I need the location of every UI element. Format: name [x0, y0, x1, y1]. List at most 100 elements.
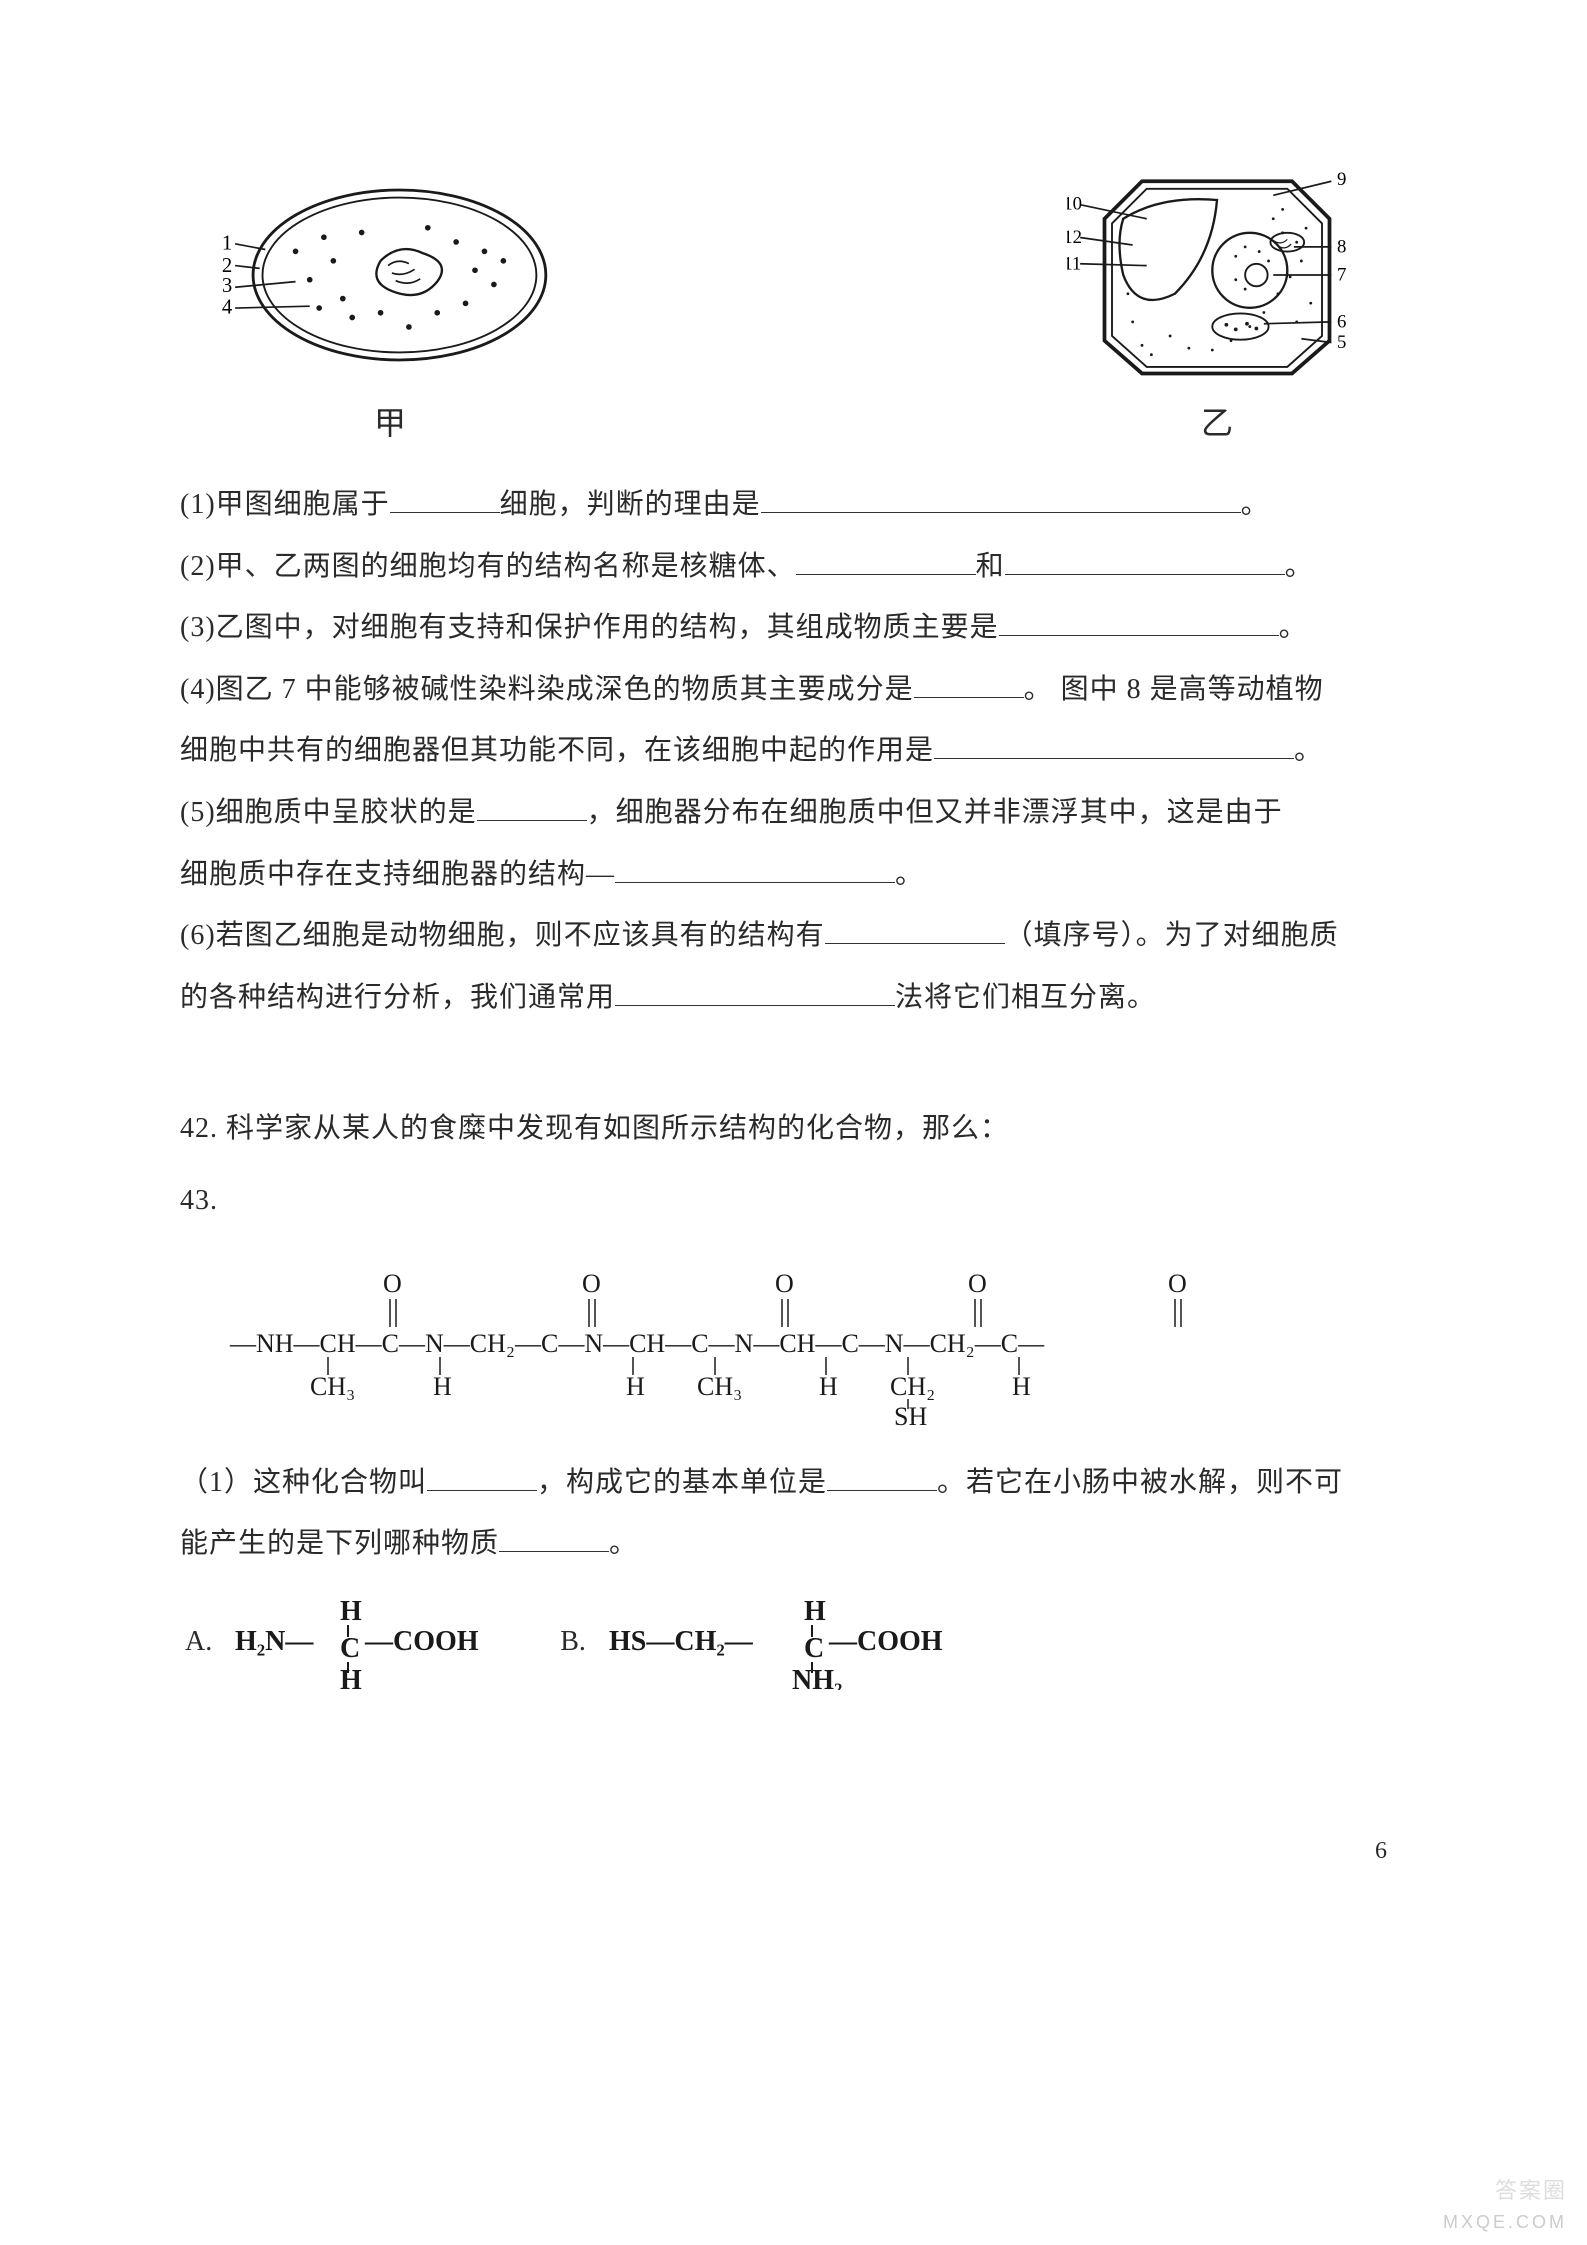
blank: [615, 975, 895, 1006]
blank: [827, 1460, 937, 1491]
blank: [1005, 544, 1285, 575]
blank: [999, 605, 1279, 636]
svg-text:C: C: [340, 1633, 360, 1664]
q4-l2: 细胞中共有的细胞器但其功能不同，在该细胞中起的作用是。: [180, 720, 1407, 782]
svg-text:—COOH: —COOH: [364, 1626, 479, 1657]
blank: [934, 729, 1294, 760]
blank: [615, 852, 895, 883]
q42-1d: 能产生的是下列哪种物质: [180, 1528, 499, 1559]
svg-text:CH₃: CH₃: [697, 1372, 742, 1401]
svg-text:5: 5: [1337, 332, 1346, 353]
q6-l2: 的各种结构进行分析，我们通常用 法将它们相互分离。: [180, 967, 1407, 1029]
q2: (2)甲、乙两图的细胞均有的结构名称是核糖体、和。: [180, 536, 1407, 598]
blank: [914, 667, 1024, 698]
blank: [427, 1460, 537, 1491]
svg-text:—COOH: —COOH: [828, 1626, 943, 1657]
svg-text:4: 4: [222, 296, 233, 319]
q1-part2: 细胞，判断的理由是: [500, 489, 761, 520]
svg-text:O: O: [968, 1269, 987, 1298]
q3: (3)乙图中，对细胞有支持和保护作用的结构，其组成物质主要是。: [180, 597, 1407, 659]
svg-text:H: H: [340, 1596, 362, 1627]
options-row: A. H₂N— H C H —COOH B. HS—CH₂— H: [185, 1595, 1407, 1690]
svg-text:O: O: [582, 1269, 601, 1298]
svg-text:H: H: [804, 1596, 826, 1627]
cell-jia-box: 1 2 3 4 甲: [220, 160, 560, 444]
q42-1c: 。若它在小肠中被水解，则不可: [937, 1467, 1343, 1498]
svg-text:3: 3: [222, 274, 232, 297]
q4-l2a: 细胞中共有的细胞器但其功能不同，在该细胞中起的作用是: [180, 735, 934, 766]
svg-text:H: H: [433, 1372, 452, 1401]
svg-text:1: 1: [222, 232, 232, 255]
q4-l1a: (4)图乙 7 中能够被碱性染料染成深色的物质其主要成分是: [180, 674, 914, 705]
svg-text:NH₂: NH₂: [792, 1665, 842, 1690]
peptide-diagram: —NH—CH—C—N—CH₂—C—N—CH—C—N—CH—C—N—CH₂—C— …: [220, 1257, 1300, 1427]
q42-1b: ，构成它的基本单位是: [537, 1467, 827, 1498]
cell-yi-svg: 10 12 11 9 8 7 6 5: [1067, 160, 1367, 390]
svg-text:11: 11: [1067, 253, 1081, 274]
svg-text:H: H: [340, 1665, 362, 1690]
q6-l1: (6)若图乙细胞是动物细胞，则不应该具有的结构有 （填序号）。为了对细胞质: [180, 905, 1407, 967]
page-number: 6: [1375, 1838, 1387, 1865]
opt-b-label: B.: [560, 1626, 586, 1658]
svg-text:H₂N—: H₂N—: [235, 1626, 314, 1657]
svg-text:C: C: [804, 1633, 824, 1664]
q5-l1: (5)细胞质中呈胶状的是 ，细胞器分布在细胞质中但又并非漂浮其中，这是由于: [180, 782, 1407, 844]
q3-text: (3)乙图中，对细胞有支持和保护作用的结构，其组成物质主要是: [180, 612, 999, 643]
svg-text:H: H: [626, 1372, 645, 1401]
q42: 42. 科学家从某人的食糜中发现有如图所示结构的化合物，那么：: [180, 1098, 1407, 1160]
opt-a-label: A.: [185, 1626, 212, 1658]
option-a: A. H₂N— H C H —COOH: [185, 1595, 510, 1690]
q6-l1a: (6)若图乙细胞是动物细胞，则不应该具有的结构有: [180, 920, 825, 951]
q5-l2a: 细胞质中存在支持细胞器的结构—: [180, 859, 615, 890]
option-b-formula: HS—CH₂— H C NH₂ —COOH: [604, 1595, 984, 1690]
q43: 43.: [180, 1170, 1407, 1232]
svg-text:12: 12: [1067, 227, 1082, 248]
option-a-formula: H₂N— H C H —COOH: [230, 1595, 510, 1690]
q5-l1b: ，细胞器分布在细胞质中但又并非漂浮其中，这是由于: [587, 797, 1283, 828]
svg-text:CH₂: CH₂: [890, 1372, 935, 1401]
svg-text:SH: SH: [894, 1402, 927, 1427]
q6-l2a: 的各种结构进行分析，我们通常用: [180, 982, 615, 1013]
q1-part1: (1)甲图细胞属于: [180, 489, 390, 520]
svg-text:CH₃: CH₃: [310, 1372, 355, 1401]
q5-l1a: (5)细胞质中呈胶状的是: [180, 797, 477, 828]
q4-l1b: 。 图中 8 是高等动植物: [1024, 674, 1324, 705]
svg-text:10: 10: [1067, 193, 1082, 214]
blank: [796, 544, 976, 575]
q2-and: 和: [976, 551, 1005, 582]
blank: [477, 790, 587, 821]
svg-text:O: O: [383, 1269, 402, 1298]
cell-jia-svg: 1 2 3 4: [220, 160, 560, 390]
cell-yi-box: 10 12 11 9 8 7 6 5 乙: [1067, 160, 1367, 444]
q42-1-l2: 能产生的是下列哪种物质 。: [180, 1513, 1407, 1575]
q6-l2b: 法将它们相互分离。: [895, 982, 1156, 1013]
svg-text:H: H: [819, 1372, 838, 1401]
q6-l1b: （填序号）。为了对细胞质: [1005, 920, 1339, 951]
svg-text:7: 7: [1337, 265, 1346, 286]
svg-text:8: 8: [1337, 237, 1346, 258]
q2-text: (2)甲、乙两图的细胞均有的结构名称是核糖体、: [180, 551, 796, 582]
q42-1e: 。: [609, 1528, 638, 1559]
svg-text:HS—CH₂—: HS—CH₂—: [609, 1626, 754, 1657]
blank: [390, 482, 500, 513]
svg-text:H: H: [1012, 1372, 1031, 1401]
blank: [499, 1521, 609, 1552]
watermark-cn: 答案圈: [1495, 2173, 1567, 2205]
svg-text:6: 6: [1337, 312, 1346, 333]
option-b: B. HS—CH₂— H C NH₂ —COOH: [560, 1595, 984, 1690]
q1: (1)甲图细胞属于细胞，判断的理由是。: [180, 474, 1407, 536]
q4-l1: (4)图乙 7 中能够被碱性染料染成深色的物质其主要成分是 。 图中 8 是高等动…: [180, 659, 1407, 721]
q42-1-l1: （1）这种化合物叫 ，构成它的基本单位是 。若它在小肠中被水解，则不可: [180, 1452, 1407, 1514]
blank: [761, 482, 1241, 513]
blank: [825, 913, 1005, 944]
page-content: 1 2 3 4 甲: [180, 160, 1407, 1690]
svg-text:—NH—CH—C—N—CH₂—C—N—CH—C—N—CH—C: —NH—CH—C—N—CH₂—C—N—CH—C—N—CH—C—N—CH₂—C—: [229, 1329, 1045, 1358]
watermark-en: MXQE.COM: [1443, 2212, 1567, 2233]
caption-yi: 乙: [1201, 398, 1233, 444]
q42-1a: （1）这种化合物叫: [180, 1467, 427, 1498]
q5-l2: 细胞质中存在支持细胞器的结构—。: [180, 844, 1407, 906]
svg-text:O: O: [775, 1269, 794, 1298]
svg-text:O: O: [1168, 1269, 1187, 1298]
caption-jia: 甲: [374, 398, 406, 444]
diagram-area: 1 2 3 4 甲: [180, 160, 1407, 444]
